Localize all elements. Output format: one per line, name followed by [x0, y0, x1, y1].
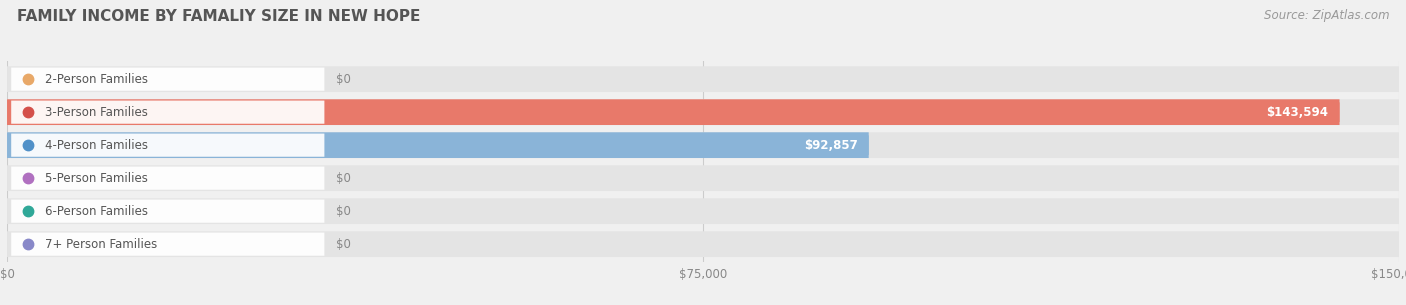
Text: Source: ZipAtlas.com: Source: ZipAtlas.com: [1264, 9, 1389, 22]
FancyBboxPatch shape: [7, 66, 1399, 92]
FancyBboxPatch shape: [7, 231, 1399, 257]
FancyBboxPatch shape: [7, 99, 1399, 125]
FancyBboxPatch shape: [7, 198, 1399, 224]
FancyBboxPatch shape: [742, 135, 869, 155]
Text: $0: $0: [336, 205, 350, 218]
Text: FAMILY INCOME BY FAMALIY SIZE IN NEW HOPE: FAMILY INCOME BY FAMALIY SIZE IN NEW HOP…: [17, 9, 420, 24]
FancyBboxPatch shape: [1213, 102, 1340, 122]
FancyBboxPatch shape: [11, 101, 325, 124]
Text: $0: $0: [336, 73, 350, 86]
FancyBboxPatch shape: [7, 165, 1399, 191]
FancyBboxPatch shape: [11, 199, 325, 223]
Text: $0: $0: [336, 238, 350, 251]
FancyBboxPatch shape: [7, 132, 869, 158]
Text: 3-Person Families: 3-Person Families: [45, 106, 148, 119]
Text: 2-Person Families: 2-Person Families: [45, 73, 148, 86]
Text: $92,857: $92,857: [804, 139, 858, 152]
Text: $143,594: $143,594: [1267, 106, 1329, 119]
FancyBboxPatch shape: [7, 99, 1340, 125]
FancyBboxPatch shape: [11, 167, 325, 190]
FancyBboxPatch shape: [11, 233, 325, 256]
FancyBboxPatch shape: [11, 134, 325, 157]
Text: 6-Person Families: 6-Person Families: [45, 205, 148, 218]
FancyBboxPatch shape: [11, 68, 325, 91]
Text: 4-Person Families: 4-Person Families: [45, 139, 148, 152]
Text: $0: $0: [336, 172, 350, 185]
FancyBboxPatch shape: [7, 132, 1399, 158]
Text: 5-Person Families: 5-Person Families: [45, 172, 148, 185]
Text: 7+ Person Families: 7+ Person Families: [45, 238, 157, 251]
